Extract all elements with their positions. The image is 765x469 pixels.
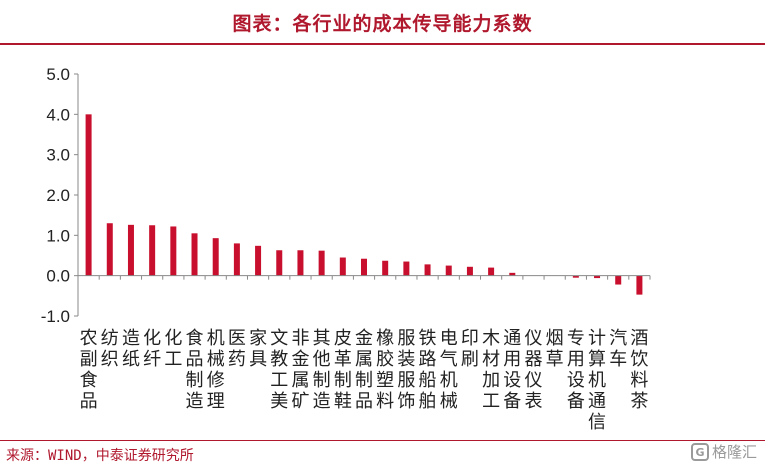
x-tick-label: 文教工美 bbox=[270, 328, 288, 412]
x-tick-label: 纺织 bbox=[101, 328, 119, 370]
x-tick-label: 其他制造 bbox=[313, 328, 331, 412]
title-divider bbox=[0, 43, 765, 45]
x-tick-label: 印刷 bbox=[461, 328, 479, 370]
gelonghui-logo-icon: G bbox=[690, 442, 709, 461]
x-tick-label: 汽车 bbox=[609, 328, 627, 370]
y-tick-label: 0.0 bbox=[46, 267, 70, 286]
bar bbox=[149, 225, 156, 276]
bar bbox=[233, 243, 240, 276]
bar bbox=[339, 257, 346, 276]
bar bbox=[170, 226, 177, 276]
x-tick-label: 酒饮料茶 bbox=[630, 328, 648, 412]
x-tick-label: 化工 bbox=[164, 328, 182, 370]
bar bbox=[212, 238, 219, 276]
x-tick-label: 计算机通信 bbox=[588, 328, 606, 433]
x-axis bbox=[77, 275, 651, 280]
chart-title: 图表：各行业的成本传导能力系数 bbox=[232, 12, 533, 35]
x-tick-label: 农副食品 bbox=[80, 328, 98, 412]
x-tick-label: 服装服饰 bbox=[397, 328, 415, 412]
x-tick-label: 橡胶塑料 bbox=[376, 328, 394, 412]
x-tick-label: 烟草 bbox=[546, 328, 564, 370]
x-tick-label: 机械修理 bbox=[207, 328, 225, 412]
y-tick-label: 2.0 bbox=[46, 186, 70, 205]
bar bbox=[403, 261, 410, 276]
y-tick-label: 1.0 bbox=[46, 226, 70, 245]
footer-divider bbox=[0, 440, 765, 441]
bar bbox=[191, 233, 198, 276]
bar bbox=[445, 265, 452, 276]
chart-title-bar: 图表：各行业的成本传导能力系数 bbox=[0, 0, 765, 44]
bar bbox=[382, 260, 389, 276]
x-tick-labels: 农副食品纺织造纸化纤化工食品制造机械修理医药家具文教工美非金属矿其他制造皮革制鞋… bbox=[80, 328, 649, 433]
bar bbox=[509, 272, 516, 276]
x-tick-label: 造纸 bbox=[122, 328, 140, 370]
bar bbox=[276, 250, 283, 276]
y-tick-label: 3.0 bbox=[46, 146, 70, 165]
bar bbox=[636, 275, 643, 295]
x-tick-label: 化纤 bbox=[143, 328, 161, 370]
bar bbox=[615, 275, 622, 285]
x-tick-label: 非金属矿 bbox=[291, 328, 309, 412]
x-tick-label: 电气机械 bbox=[440, 328, 458, 412]
bar bbox=[488, 267, 495, 276]
x-tick-label: 家具 bbox=[249, 328, 267, 370]
x-tick-label: 铁路船舶 bbox=[419, 328, 437, 412]
y-tick-label: 5.0 bbox=[46, 65, 70, 84]
bar bbox=[466, 266, 473, 276]
x-tick-label: 通用设备 bbox=[503, 328, 521, 412]
x-tick-label: 专用设备 bbox=[567, 328, 585, 412]
bar bbox=[572, 275, 579, 278]
y-tick-label: -1.0 bbox=[41, 307, 70, 326]
bar-chart: 5.0 4.0 3.0 2.0 1.0 0.0 -1.0 农副食品纺织造纸化纤化工食品制造机… bbox=[41, 65, 651, 433]
bar bbox=[297, 250, 304, 276]
bar bbox=[594, 275, 601, 279]
x-tick-label: 医药 bbox=[228, 328, 246, 370]
y-tick-label: 4.0 bbox=[46, 105, 70, 124]
bars bbox=[85, 114, 643, 295]
bar bbox=[85, 114, 92, 276]
bar bbox=[318, 250, 325, 276]
x-tick-label: 食品制造 bbox=[186, 328, 204, 412]
x-tick-label: 仪器仪表 bbox=[524, 328, 542, 412]
x-tick-label: 金属制品 bbox=[355, 328, 373, 412]
watermark-text: 格隆汇 bbox=[711, 443, 757, 461]
watermark: G 格隆汇 bbox=[690, 441, 757, 462]
source-note: 来源：WIND，中泰证券研究所 bbox=[6, 448, 194, 464]
x-tick-label: 皮革制鞋 bbox=[334, 328, 352, 412]
bar bbox=[255, 245, 262, 276]
bar bbox=[106, 223, 113, 276]
bar bbox=[424, 264, 431, 276]
bar bbox=[127, 224, 134, 276]
x-tick-label: 木材加工 bbox=[482, 328, 500, 412]
y-axis: 5.0 4.0 3.0 2.0 1.0 0.0 -1.0 bbox=[41, 65, 79, 326]
bar bbox=[361, 258, 367, 276]
